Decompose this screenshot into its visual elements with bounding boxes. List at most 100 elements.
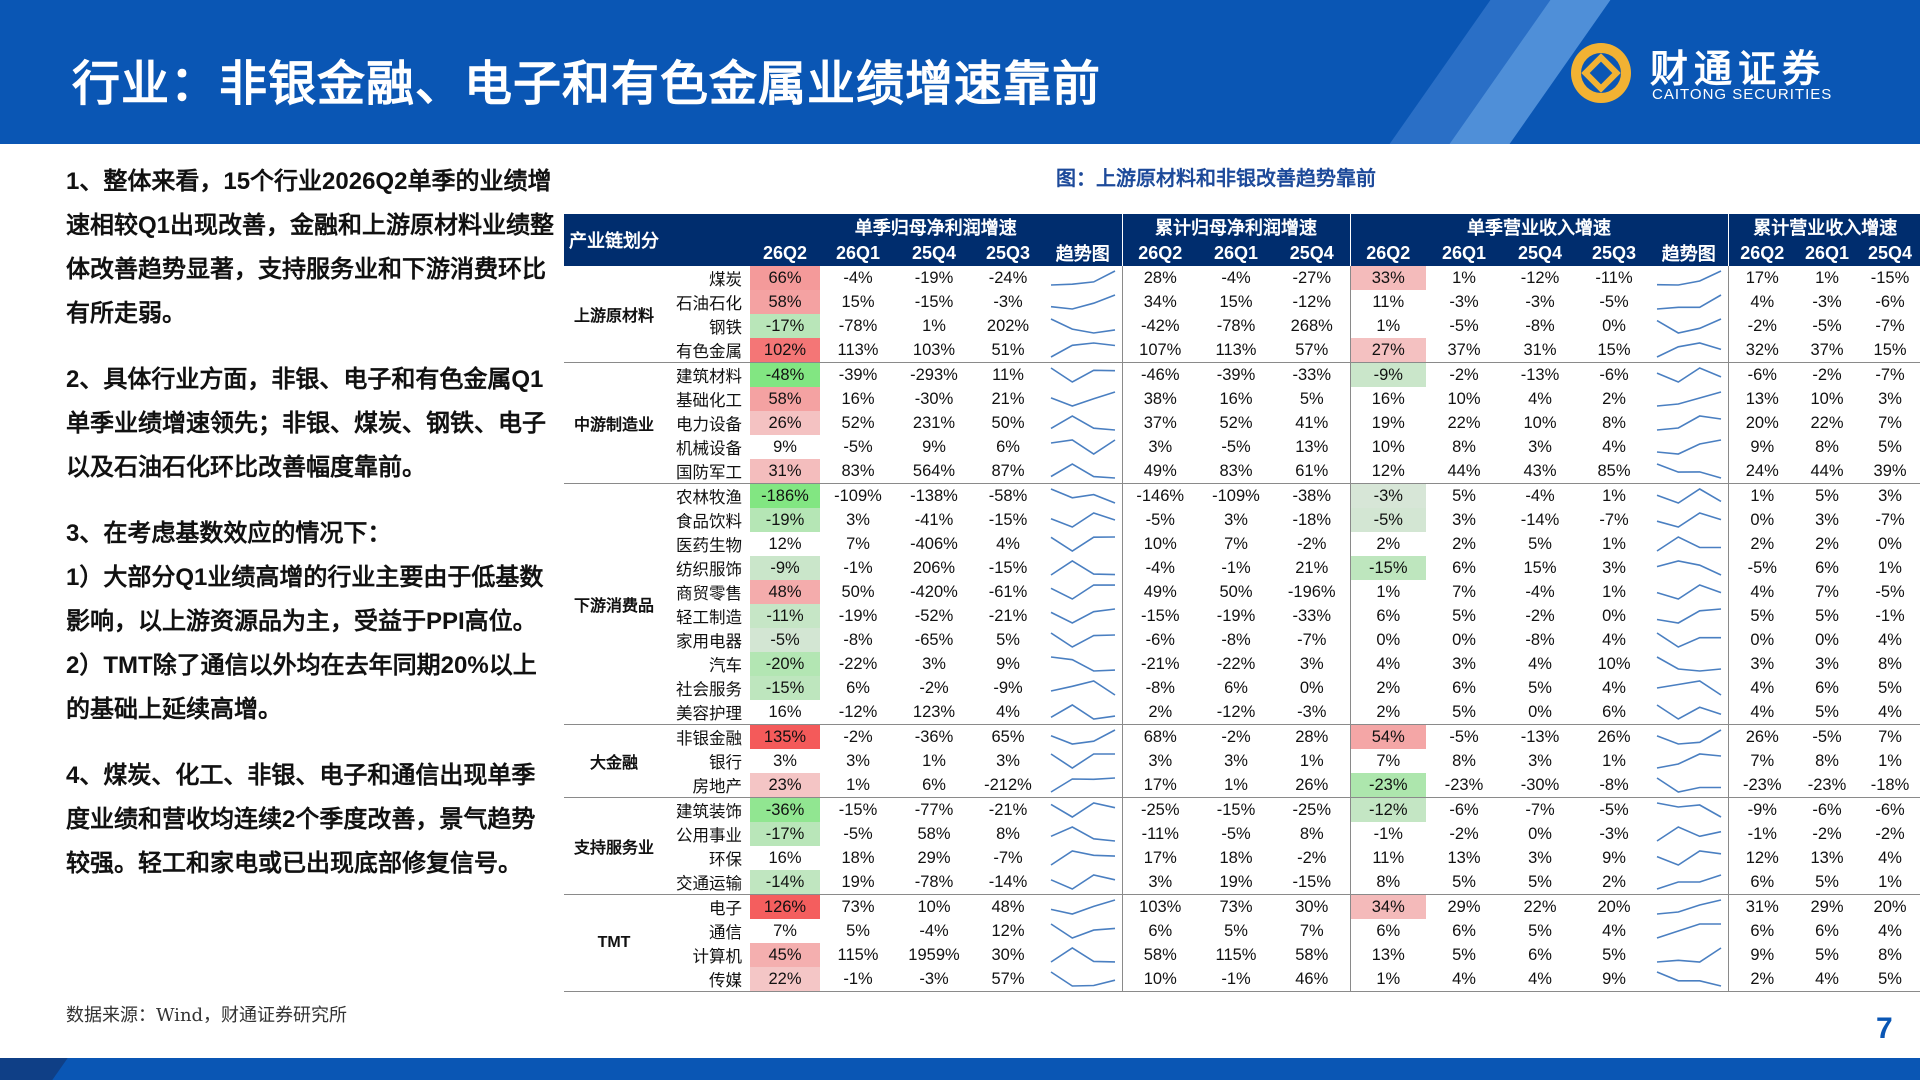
chain-header: 产业链划分 [564,214,664,266]
q-rev-sparkline-line [1656,850,1721,866]
commentary-point-3-1: 1）大部分Q1业绩高增的行业主要由于低基数影响，以上游资源品为主，受益于PPI高… [66,564,544,635]
q-rev-sparkline-line [1656,294,1722,310]
c-profit-cell: 73% [1219,897,1253,916]
q-rev-cell: 4% [1602,678,1626,697]
q-rev-trend [1650,338,1729,363]
q-profit-cell: 57% [972,967,1044,992]
c-profit-cell: 103% [1139,897,1182,916]
q-rev-cell: 10% [1447,389,1481,408]
c-profit-cell: 10% [1143,534,1177,553]
q-profit-cell: -8% [843,630,873,649]
c-rev-cell: 15% [1858,338,1920,363]
q-rev-cell: 13% [1371,945,1405,964]
q-profit-cell: 5% [996,630,1020,649]
q-profit-cell: 58% [917,824,951,843]
q-profit-sparkline-line [1050,415,1115,431]
q-rev-sparkline-line [1656,802,1722,818]
q-rev-cell: 4% [1426,967,1503,992]
q-profit-cell: -9% [993,678,1023,697]
q-profit-cell: 231% [912,413,956,432]
q-profit-sparkline-line [1050,294,1116,310]
q-profit-sparkline-line [1050,874,1115,890]
q-rev-cell: 1% [1602,751,1626,770]
q-rev-cell: -3% [1599,824,1629,843]
table-row: 纺织服饰 -9% -1% 206% -15% -4% -1% 21% -15% 6% 15% 3% -5… [564,556,1920,580]
c-profit-cell: 115% [1215,945,1257,964]
table-row: TMT 电子 126% 73% 10% 48% 103% 73% 30% 34% 29% 22% 20%… [564,894,1920,992]
q-profit-cell: 16% [768,848,802,867]
c-profit-cell: -5% [1221,437,1251,456]
c-rev-cell: -15% [1870,268,1910,287]
table-row: 支持服务业 建筑装饰 -36% -15% -77% -21% -25% -15% -25% -12… [564,797,1920,895]
q-profit-sparkline [1050,439,1116,455]
q-profit-sparkline [1050,899,1115,915]
q-rev-sparkline-line [1656,777,1721,793]
c-rev-cell: 8% [1878,945,1902,964]
q-rev-cell: 6% [1376,606,1401,625]
q-rev-cell: 8% [1602,413,1626,432]
q-rev-cell: 12% [1350,459,1427,484]
q-rev-cell: 8% [1452,437,1476,456]
q-profit-trend [1044,604,1123,628]
c-profit-cell: 268% [1274,314,1351,338]
c-profit-cell: 3% [1224,751,1248,770]
c-profit-cell: -2% [1221,727,1251,746]
chain-group-label: TMT [564,894,664,992]
q-rev-cell: 7% [1452,582,1476,601]
q-rev-cell: 19% [1371,413,1405,432]
c-rev-cell: -7% [1875,365,1905,384]
c-profit-cell: 3% [1148,751,1173,770]
c-rev-cell: 5% [1796,870,1859,895]
page-title: 行业：非银金融、电子和有色金属业绩增速靠前 [72,58,1102,111]
q-rev-cell: 11% [1372,292,1405,311]
q-profit-cell: 58% [750,290,820,314]
q-profit-cell: -9% [750,556,820,580]
q-rev-sparkline [1656,777,1721,793]
q-profit-sparkline [1050,270,1116,286]
q-rev-cell: 3% [1602,558,1626,577]
q-rev-sparkline [1656,971,1721,987]
q-profit-sparkline [1050,923,1115,939]
q-rev-sparkline-line [1656,656,1721,672]
c-rev-cell: 22% [1810,413,1844,432]
sub-header: 25Q4 [1274,240,1351,266]
q-rev-cell: -13% [1520,365,1560,384]
c-rev-cell: 4% [1878,848,1902,867]
c-rev-cell: 5% [1796,700,1859,725]
c-profit-cell: -11% [1141,824,1179,843]
q-profit-cell: -17% [750,822,820,846]
q-profit-cell: 6% [896,773,972,798]
industry-name: 电子 [709,900,742,918]
q-profit-cell: 48% [750,580,820,604]
q-rev-sparkline-line [1656,488,1722,504]
q-profit-sparkline-line [1050,318,1115,334]
q-profit-sparkline-line [1050,342,1115,358]
q-profit-cell: -15% [838,800,878,819]
c-profit-cell: -8% [1221,630,1251,649]
q-rev-sparkline [1656,391,1721,407]
q-rev-sparkline-line [1656,608,1721,624]
industry-name: 钢铁 [709,319,742,337]
q-rev-cell: 37% [1426,338,1503,363]
q-rev-sparkline [1656,463,1721,479]
c-rev-cell: -5% [1875,582,1905,601]
q-rev-sparkline [1656,826,1721,842]
group-header-q-rev: 单季营业收入增速 [1350,214,1729,240]
q-rev-trend [1650,604,1729,628]
q-profit-cell: -15% [750,676,820,700]
c-profit-cell: 37% [1143,413,1177,432]
table-row: 国防军工 31% 83% 564% 87% 49% 83% 61% 12% 44% 43% 85% 24… [564,459,1920,484]
q-rev-cell: 8% [1350,870,1427,895]
q-profit-sparkline [1050,512,1115,528]
c-rev-cell: 3% [1750,654,1775,673]
q-profit-cell: -19% [838,606,878,625]
q-rev-sparkline [1656,656,1721,672]
q-profit-cell: -5% [750,628,820,652]
q-rev-cell: 3% [1528,848,1552,867]
q-profit-cell: -2% [919,678,949,697]
q-rev-cell: 8% [1452,751,1476,770]
c-profit-cell: -33% [1274,604,1351,628]
c-rev-cell: -18% [1858,773,1920,798]
q-profit-trend [1044,870,1123,895]
q-profit-trend [1044,822,1123,846]
